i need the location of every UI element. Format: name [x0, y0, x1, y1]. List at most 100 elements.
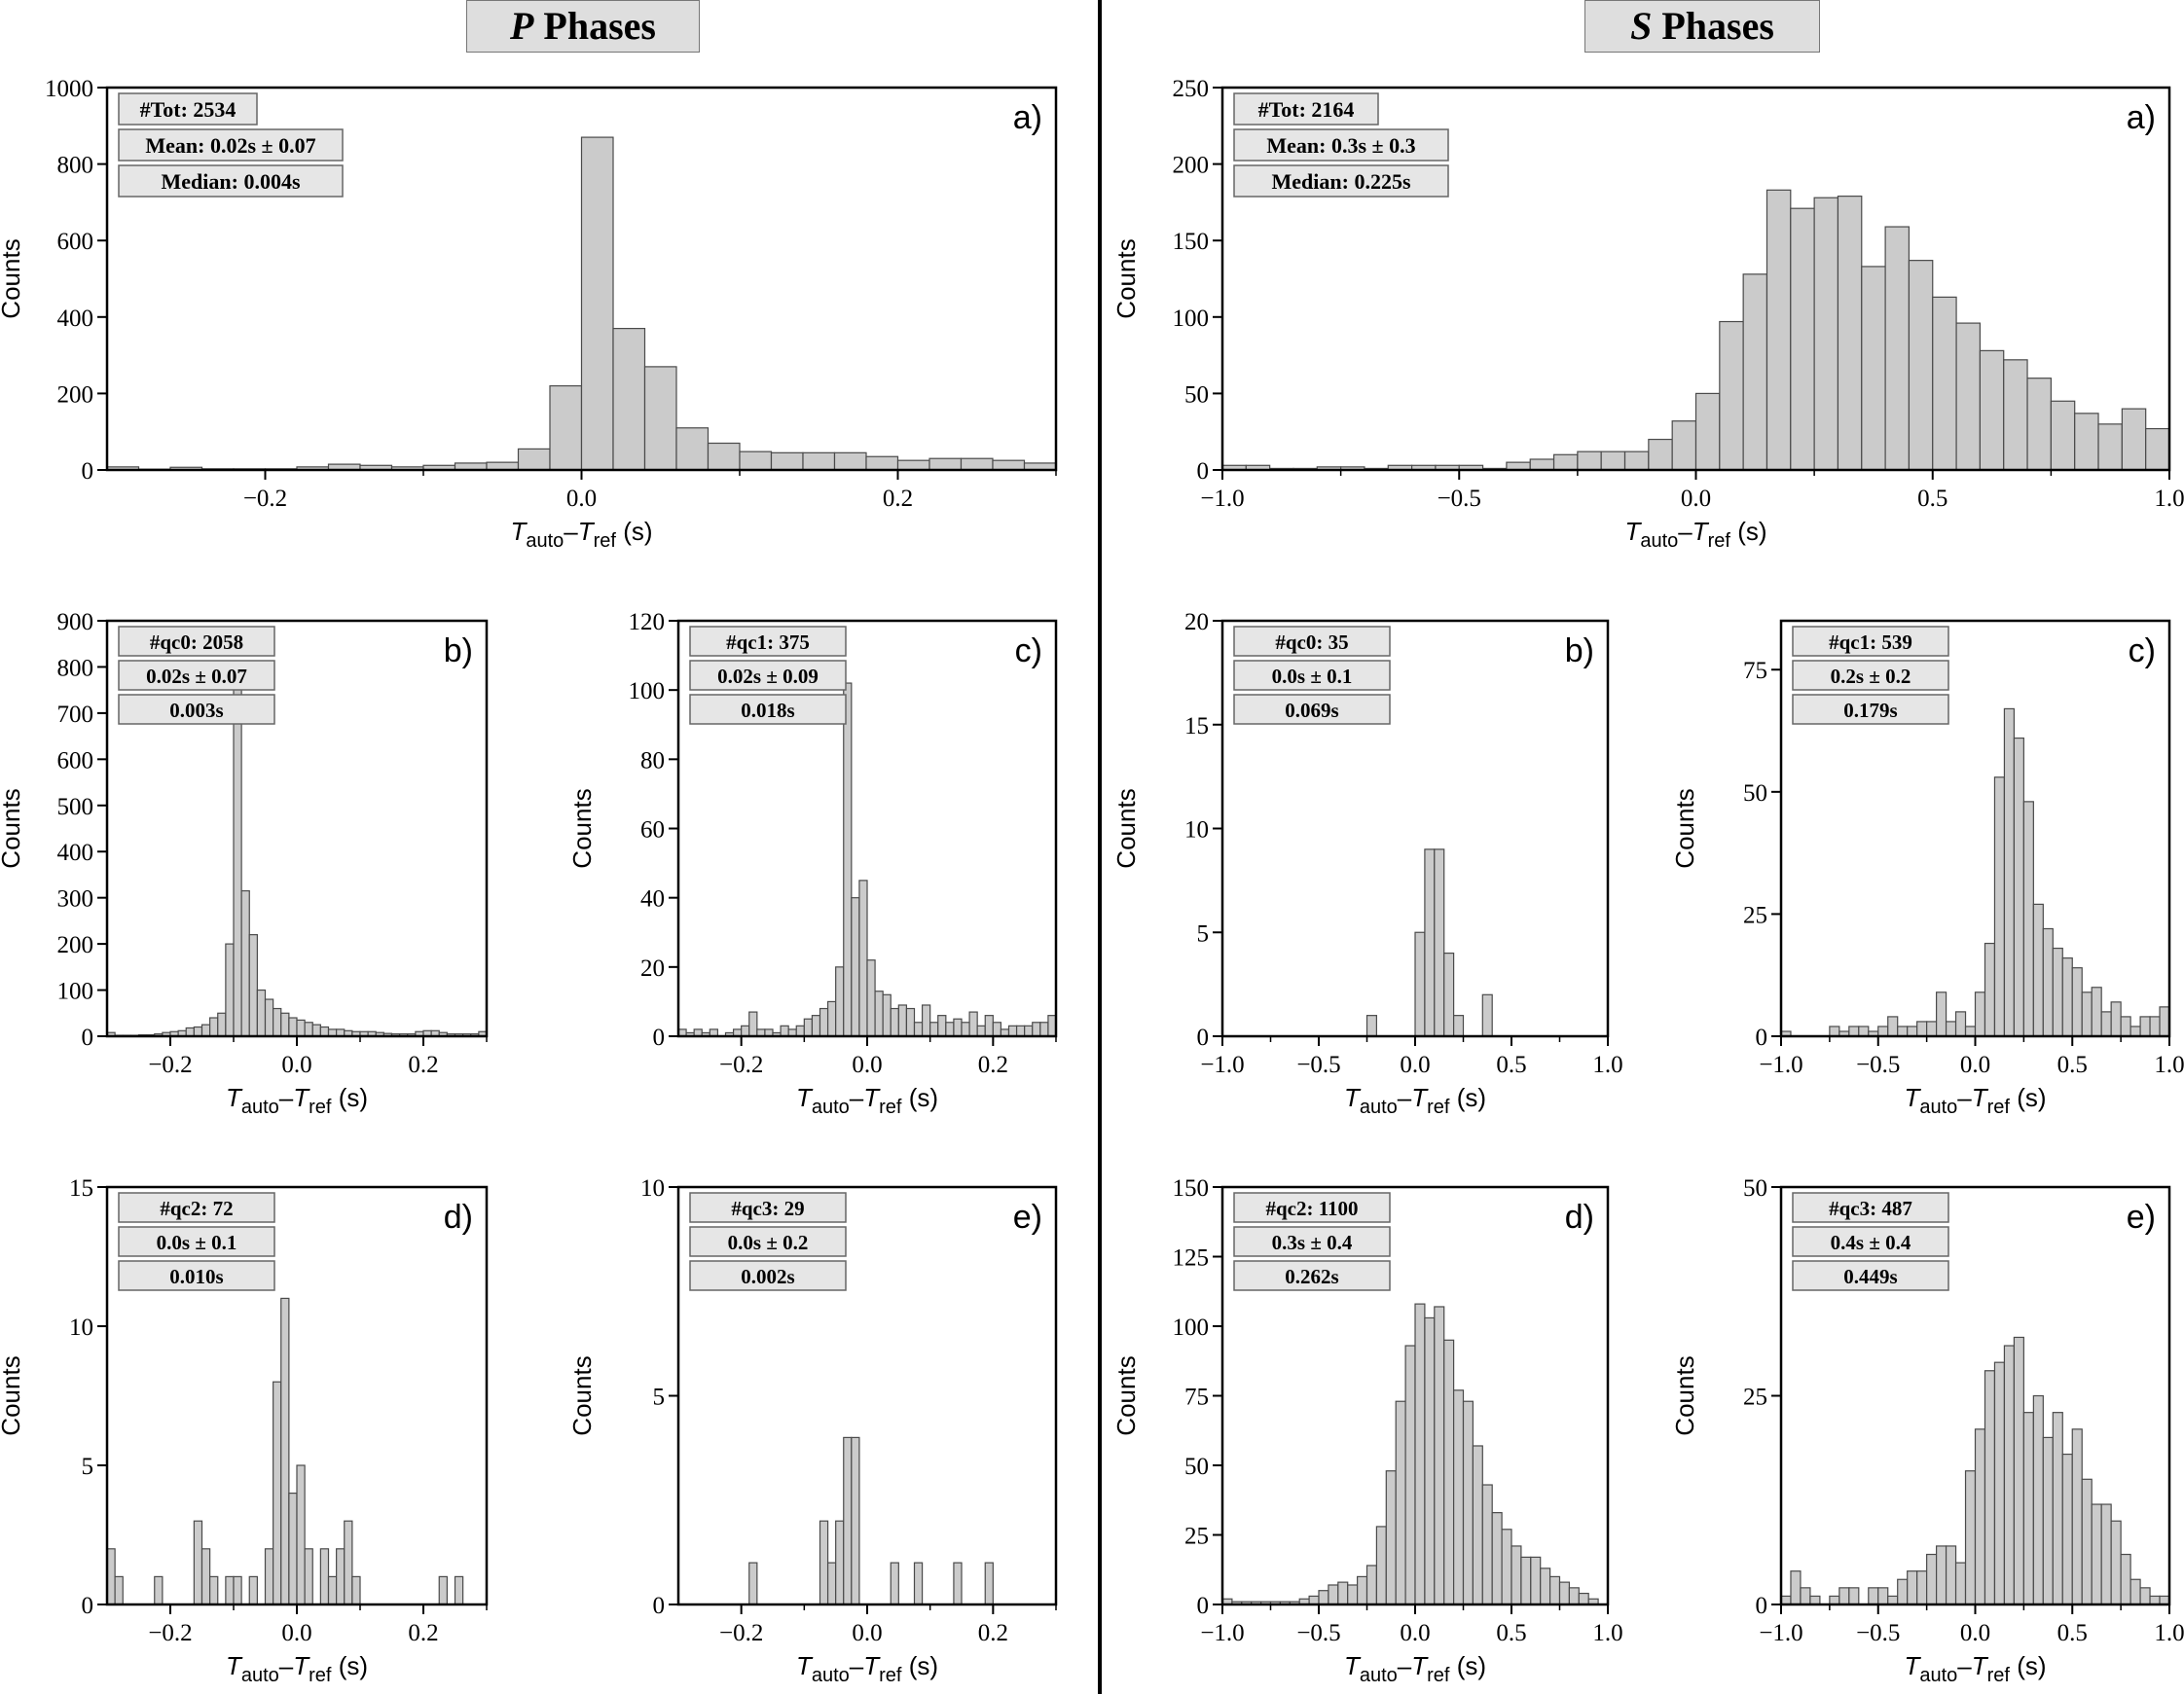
- histogram-bar: [1472, 1445, 1483, 1605]
- histogram-bar: [1780, 1595, 1792, 1605]
- histogram-bar: [1540, 1568, 1551, 1605]
- stats-box: [1233, 92, 1379, 126]
- histogram-bar: [1979, 349, 2005, 471]
- panel-s-a: −1.0 −0.5 0.0 0.5 1.0 0 50 100 150 200 250 Counts Ta…: [1111, 76, 2184, 552]
- histogram-bar: [248, 934, 258, 1037]
- y-tick-label: 400: [57, 306, 94, 332]
- stats-text: 0.018s: [741, 699, 794, 722]
- stats-box: [1792, 660, 1949, 691]
- histogram-bar: [1848, 1587, 1860, 1605]
- x-tick-label: 0.2: [408, 1620, 438, 1646]
- histogram-bar: [913, 1562, 924, 1605]
- y-tick-label: 15: [1184, 713, 1209, 739]
- histogram-bar: [154, 1575, 164, 1605]
- histogram-bar: [319, 1548, 330, 1605]
- y-axis-label: Counts: [1111, 1355, 1141, 1435]
- histogram-bar: [1907, 1570, 1918, 1605]
- histogram-bar: [2129, 1026, 2141, 1037]
- histogram-bar: [225, 943, 235, 1037]
- histogram-bar: [264, 998, 274, 1037]
- x-tick-label: 0.0: [1400, 1620, 1430, 1646]
- histogram-bar: [826, 1562, 837, 1605]
- x-tick-label: −1.0: [1759, 1620, 1802, 1646]
- stats-box: [1792, 694, 1949, 725]
- x-tick-label: 0.0: [1960, 1052, 1990, 1078]
- histogram-bar: [835, 966, 845, 1037]
- panel-p-e: −0.2 0.0 0.2 0 5 10 Counts Tauto–Tref (s) e) #qc3…: [567, 1175, 1058, 1686]
- y-tick-label: 20: [640, 955, 665, 982]
- stats-text: 0.0s ± 0.1: [1272, 665, 1353, 688]
- histogram-bar: [185, 1027, 195, 1037]
- histogram-bar: [2081, 991, 2093, 1037]
- stats-box: [689, 1260, 847, 1291]
- histogram-bar: [2071, 1428, 2083, 1605]
- histogram-bar: [1452, 1015, 1465, 1037]
- histogram-bar: [1318, 1590, 1329, 1605]
- histogram-bar: [1337, 1581, 1349, 1605]
- histogram-bar: [1404, 1345, 1416, 1605]
- stats-box: [1233, 694, 1391, 725]
- x-axis-label: Tauto–Tref (s): [226, 1651, 368, 1686]
- histogram-bar: [1414, 931, 1426, 1037]
- histogram-bar: [2042, 1436, 2054, 1605]
- histogram-bar: [2121, 408, 2147, 471]
- stats-box: [689, 694, 847, 725]
- x-tick-label: 0.0: [1681, 486, 1711, 512]
- histogram-bar: [1809, 1595, 1821, 1605]
- histogram-bar: [2159, 1595, 2170, 1605]
- p-phases-header-symbol: P: [509, 4, 534, 48]
- stats-text: 0.4s ± 0.4: [1831, 1231, 1911, 1254]
- panel-p-a: −0.2 0.0 0.2 0 200 400 600 800 1000 Counts Tauto–T…: [0, 76, 1058, 552]
- center-divider: [1098, 0, 1102, 1694]
- histogram-bar: [200, 1548, 211, 1605]
- histogram-bar: [2071, 967, 2083, 1037]
- x-axis-label: Tauto–Tref (s): [1344, 1651, 1486, 1686]
- histogram-bar: [1916, 1570, 1928, 1605]
- histogram-bar: [1848, 1026, 1860, 1037]
- x-tick-label: 0.0: [1400, 1052, 1430, 1078]
- histogram-bar: [2120, 1553, 2131, 1605]
- histogram-bar: [992, 1022, 1002, 1037]
- histogram-bar: [2100, 1011, 2112, 1037]
- stats-text: 0.02s ± 0.07: [146, 665, 247, 688]
- y-tick-label: 125: [1173, 1245, 1210, 1272]
- x-tick-label: 0.5: [1496, 1620, 1526, 1646]
- y-tick-label: 150: [1173, 229, 1210, 255]
- histogram-bar: [843, 682, 853, 1037]
- histogram-bar: [1858, 1026, 1870, 1037]
- y-tick-label: 0: [82, 1025, 94, 1051]
- y-tick-label: 1000: [45, 76, 93, 102]
- histogram-bar: [612, 327, 646, 471]
- stats-text: 0.0s ± 0.1: [157, 1231, 237, 1254]
- histogram-bar: [953, 1018, 963, 1037]
- histogram-bar: [1328, 1584, 1339, 1605]
- y-tick-label: 10: [1184, 817, 1209, 844]
- histogram-bar: [748, 1011, 758, 1037]
- p-phases-header-word: Phases: [543, 4, 656, 48]
- y-tick-label: 100: [629, 678, 666, 704]
- stats-box: [118, 626, 275, 657]
- histogram-bar: [826, 1000, 837, 1037]
- histogram-bar: [217, 1012, 227, 1037]
- histogram-bar: [1694, 392, 1721, 471]
- histogram-bar: [1954, 1011, 1967, 1037]
- y-tick-label: 500: [57, 794, 94, 820]
- x-axis-label: Tauto–Tref (s): [1344, 1083, 1486, 1118]
- stats-box: [118, 92, 258, 126]
- histogram-bar: [1838, 1587, 1850, 1605]
- y-tick-label: 25: [1743, 902, 1767, 928]
- histogram-bar: [843, 1436, 853, 1605]
- y-tick-label: 50: [1184, 1454, 1209, 1480]
- x-tick-label: 0.5: [2057, 1052, 2088, 1078]
- histogram-bar: [193, 1026, 203, 1037]
- histogram-bar: [1511, 1545, 1522, 1605]
- stats-box: [118, 164, 344, 198]
- histogram-bar: [803, 1018, 814, 1037]
- histogram-bar: [1887, 1016, 1899, 1037]
- x-tick-label: 0.0: [852, 1620, 882, 1646]
- histogram-bar: [1935, 991, 1947, 1037]
- stats-text: 0.262s: [1285, 1265, 1338, 1288]
- x-tick-label: −1.0: [1759, 1052, 1802, 1078]
- y-tick-label: 0: [653, 1593, 666, 1619]
